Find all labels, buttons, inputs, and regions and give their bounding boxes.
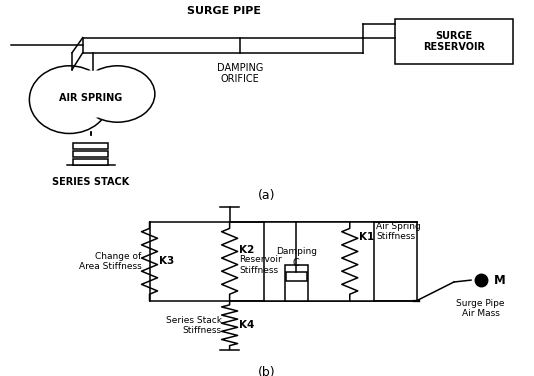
Text: Reservoir
Stiffness: Reservoir Stiffness <box>239 255 282 275</box>
Text: (a): (a) <box>258 189 276 202</box>
Bar <box>74 151 108 157</box>
Text: AIR SPRING: AIR SPRING <box>59 93 122 103</box>
Text: SERIES STACK: SERIES STACK <box>52 177 129 187</box>
Text: K1: K1 <box>359 232 375 242</box>
Bar <box>74 159 108 165</box>
Text: M: M <box>494 274 506 287</box>
Text: Series Stack
Stiffness: Series Stack Stiffness <box>166 315 222 335</box>
Text: Change of
Area Stiffness: Change of Area Stiffness <box>78 252 142 271</box>
Text: K2: K2 <box>239 245 255 255</box>
Ellipse shape <box>29 66 109 133</box>
Bar <box>286 272 307 281</box>
Text: SURGE PIPE: SURGE PIPE <box>187 6 261 16</box>
Text: Surge Pipe
Air Mass: Surge Pipe Air Mass <box>457 299 505 318</box>
Text: K4: K4 <box>239 320 255 330</box>
Text: K3: K3 <box>159 256 175 266</box>
Ellipse shape <box>72 71 115 117</box>
Text: DAMPING
ORIFICE: DAMPING ORIFICE <box>217 62 263 84</box>
Text: Air Spring
Stiffness: Air Spring Stiffness <box>376 221 421 241</box>
Text: Damping: Damping <box>276 247 317 256</box>
Bar <box>264 222 374 301</box>
Bar <box>395 19 513 64</box>
Text: SURGE
RESERVOIR: SURGE RESERVOIR <box>423 30 485 52</box>
Bar <box>285 265 308 301</box>
Ellipse shape <box>80 66 155 122</box>
Text: C: C <box>293 258 300 268</box>
Bar <box>74 143 108 149</box>
Text: (b): (b) <box>258 366 276 376</box>
